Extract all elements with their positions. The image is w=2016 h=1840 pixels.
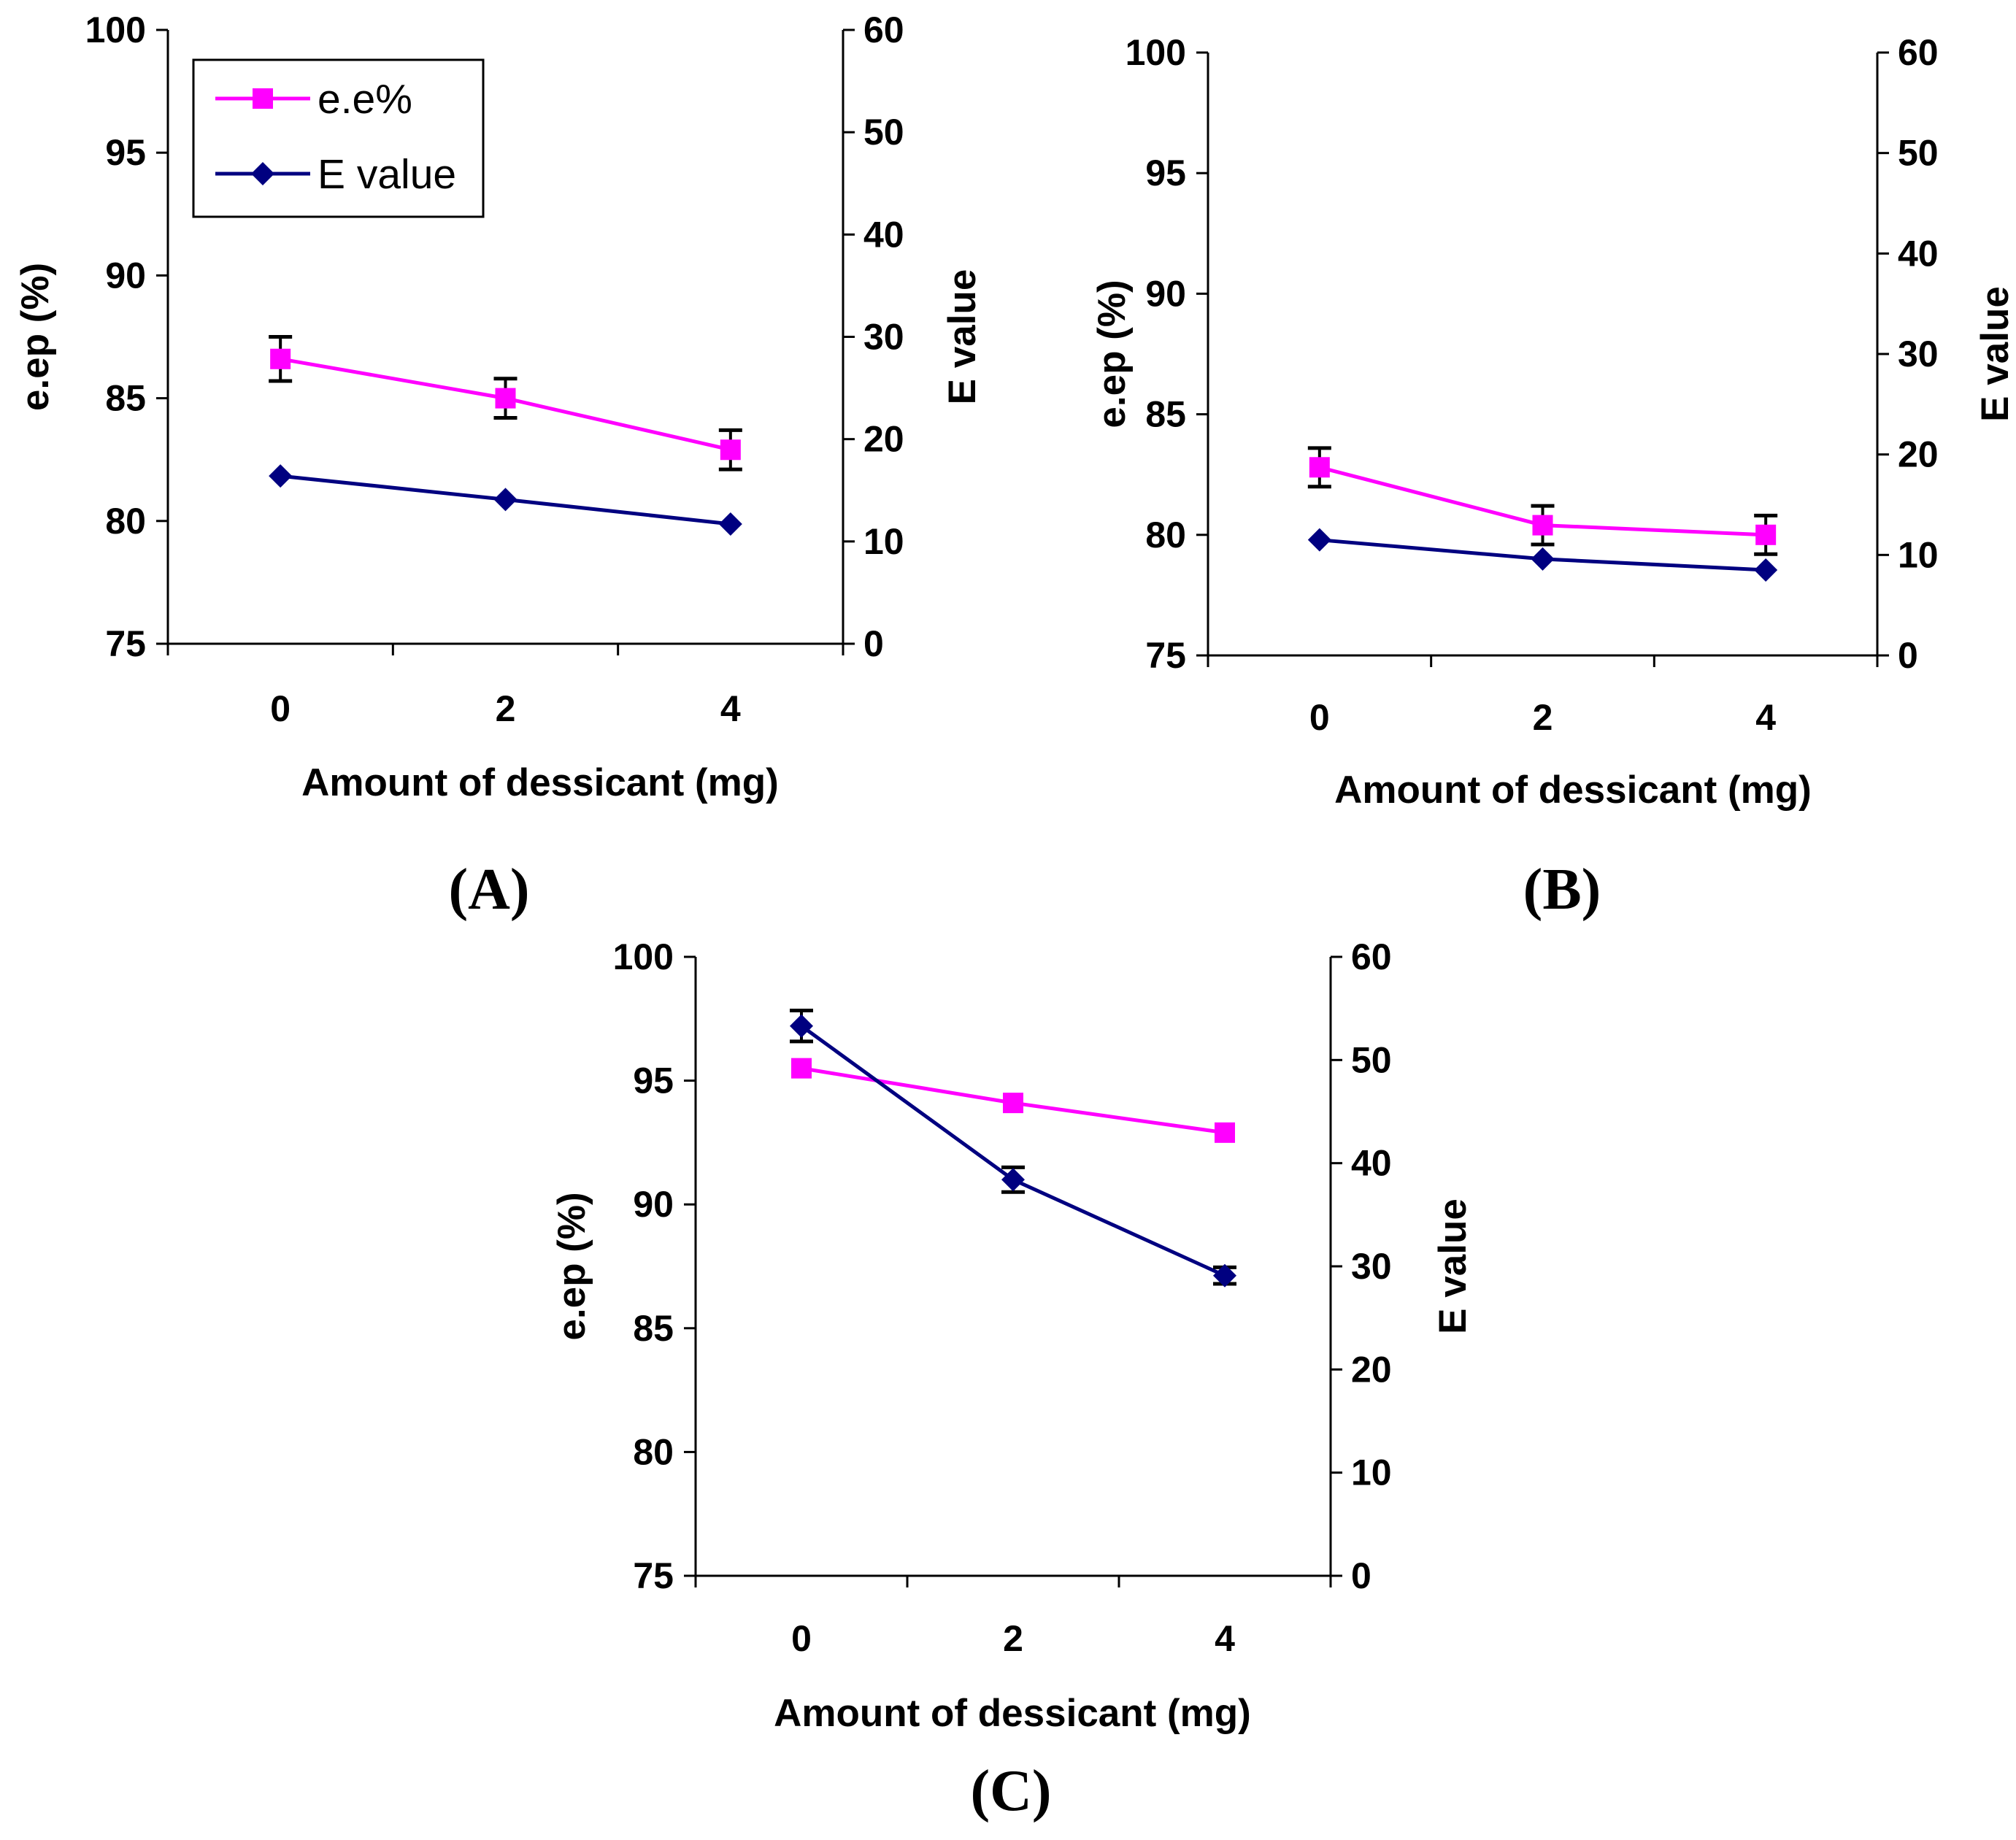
ee-data-point (495, 388, 516, 409)
x-tick-label: 0 (1309, 697, 1330, 738)
panel-label: (B) (1523, 858, 1601, 922)
ee-data-point (1755, 524, 1777, 545)
left-y-tick-label: 100 (613, 936, 674, 977)
right-y-tick-label: 10 (1898, 534, 1939, 575)
right-y-axis-title: E value (1431, 1198, 1474, 1334)
left-y-tick-label: 100 (85, 9, 146, 50)
right-y-tick-label: 60 (1898, 32, 1939, 73)
right-y-tick-label: 20 (1898, 434, 1939, 475)
left-y-tick-label: 95 (633, 1060, 674, 1101)
ee-data-point (1215, 1122, 1235, 1143)
legend: e.e% E value (192, 58, 485, 218)
right-y-tick-label: 10 (863, 521, 904, 562)
left-y-tick-label: 90 (633, 1184, 674, 1225)
panel-label: (A) (448, 858, 529, 922)
legend-box (192, 58, 485, 218)
panel-c: 75 80 85 90 95 100 0 10 20 30 40 50 60 0 2 4 Amount of d… (550, 936, 1474, 1823)
square-marker-icon (253, 88, 273, 109)
e-value-data-point (269, 464, 293, 488)
x-tick-label: 4 (1215, 1618, 1235, 1659)
x-axis-title: Amount of dessicant (mg) (1334, 769, 1812, 812)
right-y-tick-label: 50 (1351, 1039, 1392, 1080)
right-y-tick-label: 0 (1351, 1555, 1371, 1596)
left-y-tick-label: 80 (105, 501, 146, 542)
left-y-axis-title: e.ep (%) (14, 263, 57, 411)
panel-a: 75 80 85 90 95 100 0 10 20 30 40 50 60 0 2 4 Amount of d… (14, 9, 984, 922)
right-y-tick-label: 50 (863, 112, 904, 153)
e-value-data-point (1001, 1168, 1025, 1192)
right-y-tick-label: 30 (1351, 1246, 1392, 1287)
left-y-tick-label: 80 (633, 1431, 674, 1472)
x-tick-label: 0 (270, 688, 291, 729)
left-y-tick-label: 80 (1145, 515, 1186, 555)
diamond-marker-icon (251, 162, 274, 185)
ee-data-point (791, 1058, 812, 1079)
left-y-tick-label: 75 (633, 1555, 674, 1596)
ee-data-point (270, 348, 291, 369)
right-y-tick-label: 20 (1351, 1349, 1392, 1390)
e-value-data-point (493, 488, 518, 512)
left-y-tick-label: 75 (105, 623, 146, 664)
left-y-tick-label: 100 (1126, 32, 1186, 73)
left-y-tick-label: 85 (105, 378, 146, 419)
x-axis-title: Amount of dessicant (mg) (301, 761, 779, 804)
left-y-axis-title: e.ep (%) (1090, 280, 1134, 428)
left-y-tick-label: 90 (1145, 273, 1186, 314)
right-y-tick-label: 10 (1351, 1452, 1392, 1493)
ee-data-point (1003, 1093, 1023, 1114)
legend-label: e.e% (318, 76, 412, 123)
e-value-data-point (1754, 558, 1778, 582)
right-y-tick-label: 0 (863, 623, 884, 664)
e-value-data-point (1531, 547, 1555, 571)
x-tick-label: 2 (1533, 697, 1553, 738)
right-y-tick-label: 20 (863, 419, 904, 460)
left-y-tick-label: 85 (633, 1308, 674, 1349)
ee-data-point (1309, 457, 1330, 478)
right-y-axis-title: E value (941, 269, 984, 405)
right-y-tick-label: 30 (1898, 334, 1939, 374)
x-tick-label: 0 (791, 1618, 812, 1659)
right-y-axis-title: E value (1974, 286, 2016, 422)
ee-data-point (720, 439, 741, 461)
e-value-data-point (1213, 1263, 1236, 1287)
right-y-tick-label: 60 (863, 9, 904, 50)
x-tick-label: 4 (720, 688, 741, 729)
right-y-tick-label: 40 (863, 214, 904, 255)
left-y-tick-label: 90 (105, 255, 146, 296)
x-axis-title: Amount of dessicant (mg) (774, 1692, 1251, 1735)
ee-data-point (1532, 515, 1553, 536)
e-value-data-point (1307, 528, 1331, 552)
left-y-tick-label: 85 (1145, 394, 1186, 435)
x-tick-label: 2 (1003, 1618, 1023, 1659)
panel-b: 75 80 85 90 95 100 0 10 20 30 40 50 60 0 2 4 Amount of d… (1090, 32, 2016, 922)
right-y-tick-label: 0 (1898, 635, 1918, 676)
e-value-data-point (718, 512, 742, 536)
left-y-tick-label: 95 (1145, 153, 1186, 193)
left-y-tick-label: 95 (105, 132, 146, 173)
right-y-tick-label: 60 (1351, 936, 1392, 977)
right-y-tick-label: 40 (1898, 233, 1939, 274)
x-tick-label: 4 (1755, 697, 1776, 738)
panel-label: (C) (970, 1759, 1051, 1823)
x-tick-label: 2 (496, 688, 516, 729)
right-y-tick-label: 40 (1351, 1143, 1392, 1184)
e-value-data-point (790, 1014, 813, 1038)
left-y-tick-label: 75 (1145, 635, 1186, 676)
right-y-tick-label: 50 (1898, 133, 1939, 174)
legend-label: E value (318, 151, 456, 198)
left-y-axis-title: e.ep (%) (550, 1192, 593, 1340)
right-y-tick-label: 30 (863, 317, 904, 358)
